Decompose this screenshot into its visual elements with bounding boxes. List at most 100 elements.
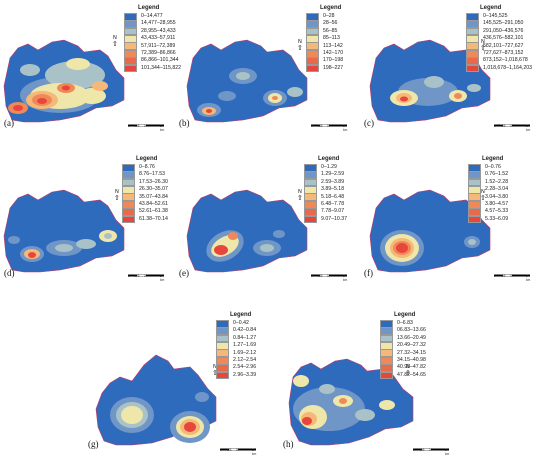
legend-item: 727,627–873,152: [466, 49, 532, 58]
scale-tick: 0.5: [135, 124, 140, 128]
legend-label: 47.82–54.65: [397, 371, 426, 378]
legend-label: 291,050–436,576: [483, 27, 524, 34]
legend-item: 06.83–13.66: [380, 327, 426, 335]
legend-swatch: [466, 49, 479, 58]
legend-label: 06.83–13.66: [397, 327, 426, 334]
density-map-g: [95, 354, 217, 446]
legend-item: 436,576–582,101: [466, 34, 532, 43]
map-panel-d: (d) N ⇧ 0 0.5 1 2 km: [0, 150, 180, 295]
legend-swatch: [468, 208, 481, 216]
legend-swatch: [304, 178, 317, 187]
legend-item: 8.76–17.53: [122, 171, 168, 179]
legend-label: 5.33–6.09: [485, 215, 509, 222]
north-label: N: [115, 189, 119, 195]
legend-item: 198–227: [306, 64, 344, 73]
legend-item: 2.12–2.54: [216, 356, 256, 365]
legend-item: 28,955–43,433: [124, 27, 181, 36]
map-panel-h: (h) N ⇧ 0 0.5 1 2 km: [283, 305, 465, 456]
legend-label: 61.38–70.14: [139, 215, 168, 222]
scale-bar: 0 0.5 1 2 km: [128, 274, 164, 282]
legend: Legend 0–28 28–56 56–85 85–113 113–142 1…: [306, 5, 344, 73]
legend-label: 35.07–43.84: [139, 193, 168, 200]
legend-item: 5.18–6.48: [304, 193, 347, 202]
legend-swatch: [304, 163, 317, 172]
legend-label: 0–0.76: [485, 164, 501, 171]
north-arrow-icon: N ⇧: [112, 35, 118, 49]
map-panel-g: (g) N ⇧ 0 0.5 1 2 km: [88, 305, 272, 456]
legend-label: 43,433–57,911: [141, 35, 176, 42]
legend-label: 72,389–86,866: [141, 50, 176, 57]
legend-label: 56–85: [323, 27, 338, 34]
legend-swatch: [124, 64, 137, 73]
legend-swatch: [304, 215, 317, 224]
legend-item: 0–145,525: [466, 12, 532, 21]
scale-tick: 1: [429, 448, 431, 452]
scale-tick: 0: [494, 274, 496, 278]
legend-label: 0–145,525: [483, 13, 508, 20]
north-arrow-icon: N ⇧: [297, 39, 303, 53]
north-label: N: [213, 364, 217, 370]
legend-item: 1.52–2.28: [468, 178, 508, 187]
scale-tick: 1: [327, 124, 329, 128]
scale-bar: 0 0.5 1 2 km: [413, 448, 449, 456]
scale-tick: 2 km: [160, 124, 165, 132]
scale-tick: 0.5: [227, 448, 232, 452]
north-arrow-icon: N ⇧: [297, 189, 303, 203]
legend-item: 1,018,678–1,164,203: [466, 64, 532, 73]
legend-label: 13.66–20.49: [397, 334, 426, 341]
legend-label: 0.76–1.52: [485, 171, 509, 178]
panel-label: (e): [179, 268, 189, 278]
legend-item: 35.07–43.84: [122, 193, 168, 202]
legend-item: 113–142: [306, 42, 343, 51]
legend-label: 4.57–5.33: [485, 208, 509, 215]
legend-swatch: [468, 193, 481, 202]
legend-swatch: [306, 49, 319, 58]
scale-tick: 2 km: [343, 124, 348, 132]
scale-tick: 0: [128, 274, 130, 278]
map-panel-b: (b) N ⇧ 0 0.5 1 2 km: [179, 0, 363, 145]
scale-bar: 0 0.5 1 2 km: [220, 448, 256, 456]
legend-item: 291,050–436,576: [466, 27, 532, 36]
legend-swatch: [124, 12, 137, 21]
legend-label: 40.98–47.82: [397, 364, 426, 371]
legend-swatch: [216, 364, 229, 372]
legend-label: 27.32–34.15: [397, 349, 426, 356]
legend-label: 3.04–3.80: [485, 193, 509, 200]
legend-swatch: [380, 327, 393, 335]
legend-label: 8.76–17.53: [139, 171, 165, 178]
legend-item: 20.49–27.32: [380, 341, 426, 350]
map-panel-a: (a) N ⇧ 0 0.5 1 2 km: [0, 0, 180, 145]
legend: Legend 0–145,525 145,525–291,050 291,050…: [466, 5, 532, 73]
scale-tick: 0: [494, 124, 496, 128]
legend-swatch: [380, 334, 393, 343]
legend-swatch: [216, 371, 229, 380]
legend-item: 873,152–1,018,678: [466, 57, 532, 65]
legend-title: Legend: [482, 156, 504, 162]
legend-swatch: [466, 12, 479, 21]
legend-swatch: [122, 215, 135, 224]
legend-item: 17.53–26.30: [122, 178, 168, 187]
legend-label: 101,344–115,822: [141, 64, 182, 71]
legend-item: 0.42–0.84: [216, 327, 256, 335]
legend-swatch: [306, 57, 319, 65]
scale-tick: 0.5: [318, 124, 323, 128]
legend-swatch: [304, 171, 317, 179]
legend-item: 3.04–3.80: [468, 193, 509, 202]
legend-swatch: [124, 49, 137, 58]
legend-item: 1.69–2.12: [216, 349, 256, 358]
legend-swatch: [466, 64, 479, 73]
map-panel-f: (f) N ⇧ 0 0.5 1 2 km: [364, 150, 546, 295]
legend-item: 0–6.83: [380, 319, 426, 328]
scale-tick: 2 km: [343, 274, 348, 282]
legend-item: 0.84–1.27: [216, 334, 256, 343]
legend-label: 198–227: [323, 64, 344, 71]
scale-tick: 0.5: [501, 124, 506, 128]
panel-label: (d): [4, 268, 15, 278]
scale-tick: 0: [413, 448, 415, 452]
scale-bar: 0 0.5 1 2 km: [311, 124, 348, 132]
scale-tick: 1: [144, 124, 146, 128]
density-map-b: [186, 39, 308, 123]
scale-bar: 0 0.5 1 2 km: [128, 124, 165, 132]
legend-label: 873,152–1,018,678: [483, 57, 528, 64]
legend-swatch: [122, 200, 135, 209]
